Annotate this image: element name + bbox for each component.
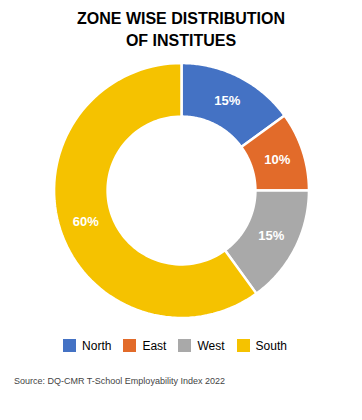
html-text:North: North — [82, 338, 112, 353]
svg-text:15%: 15% — [258, 229, 284, 244]
html-text:ZONE WISE DISTRIBUTION OF INST: ZONE WISE DISTRIBUTION OF INSTITUES — [77, 10, 285, 49]
html-text:South: South — [255, 338, 287, 353]
svg-text:15%: 15% — [214, 93, 240, 108]
html-text:Source: DQ-CMR T-School Employ: Source: DQ-CMR T-School Employability In… — [14, 376, 225, 387]
svg-text:10%: 10% — [264, 152, 290, 167]
html-text:East: East — [142, 338, 167, 353]
svg-text:60%: 60% — [73, 214, 99, 229]
html-text:West: West — [197, 338, 225, 353]
